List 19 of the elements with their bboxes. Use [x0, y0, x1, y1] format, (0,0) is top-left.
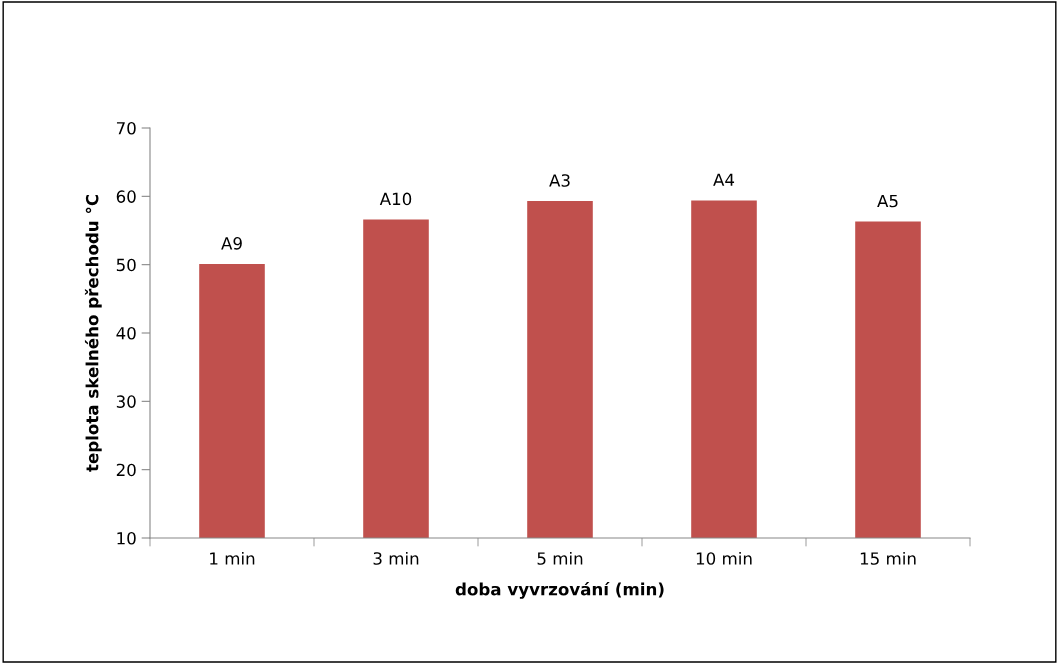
y-tick-label: 30 — [116, 395, 136, 408]
y-tick-label: 20 — [116, 463, 136, 477]
y-tick-label: 60 — [116, 190, 136, 203]
x-axis-title: doba vyvrzování (min) — [455, 581, 664, 599]
y-axis-title: teplota skelného přechodu °C — [84, 195, 102, 472]
x-tick-label: 10 min — [696, 551, 752, 565]
annotation: A10 — [379, 192, 412, 206]
annotation: A3 — [549, 174, 570, 187]
y-tick-label: 50 — [116, 258, 136, 272]
y-tick-label: 70 — [116, 121, 136, 135]
x-tick-label: 3 min — [373, 551, 419, 565]
annotation: A4 — [713, 173, 735, 186]
x-tick-label: 5 min — [537, 551, 583, 565]
annotation: A9 — [221, 237, 242, 250]
y-tick-label: 10 — [117, 531, 136, 545]
x-tick-label: 1 min — [210, 551, 255, 565]
y-tick-label: 40 — [116, 326, 136, 340]
annotation: A5 — [877, 194, 898, 208]
x-tick-label: 15 min — [860, 551, 916, 565]
